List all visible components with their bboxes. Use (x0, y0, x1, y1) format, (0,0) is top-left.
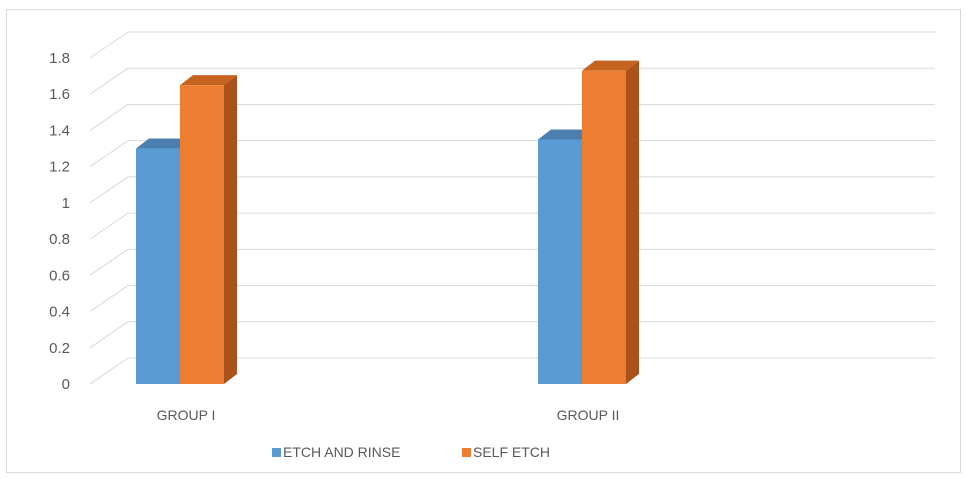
gridline (89, 357, 935, 385)
legend-item: SELF ETCH (462, 444, 550, 460)
legend-item: ETCH AND RINSE (272, 444, 400, 460)
x-category-label: GROUP I (157, 407, 216, 423)
gridline (89, 285, 935, 312)
gridline (89, 103, 935, 131)
bars (136, 60, 639, 385)
legend-label: ETCH AND RINSE (283, 444, 400, 460)
gridline (89, 212, 935, 240)
legend-label: SELF ETCH (473, 444, 550, 460)
y-axis-ticks: 0 0.2 0.4 0.6 0.8 1 1.2 1.4 1.6 1.8 (49, 50, 70, 393)
y-tick-label: 0 (62, 376, 70, 393)
gridline (89, 321, 935, 349)
gridline (89, 67, 935, 95)
gridlines (89, 31, 935, 385)
gridline (89, 140, 935, 168)
gridline (89, 31, 935, 59)
legend-swatch (272, 448, 281, 457)
gridline (89, 248, 935, 276)
legend: ETCH AND RINSE SELF ETCH (272, 444, 550, 460)
y-tick-label: 0.8 (49, 231, 70, 248)
y-tick-label: 0.6 (49, 267, 70, 284)
y-tick-label: 0.2 (49, 340, 70, 357)
bar (582, 60, 639, 385)
x-axis-categories: GROUP I GROUP II (157, 407, 620, 423)
bar (180, 75, 237, 385)
gridline (89, 176, 935, 204)
y-tick-label: 1 (62, 195, 70, 212)
y-tick-label: 1.8 (49, 50, 70, 67)
y-tick-label: 0.4 (49, 304, 70, 321)
x-category-label: GROUP II (557, 407, 620, 423)
legend-swatch (462, 448, 471, 457)
y-tick-label: 1.4 (49, 122, 70, 139)
y-tick-label: 1.6 (49, 86, 70, 103)
y-tick-label: 1.2 (49, 159, 70, 176)
